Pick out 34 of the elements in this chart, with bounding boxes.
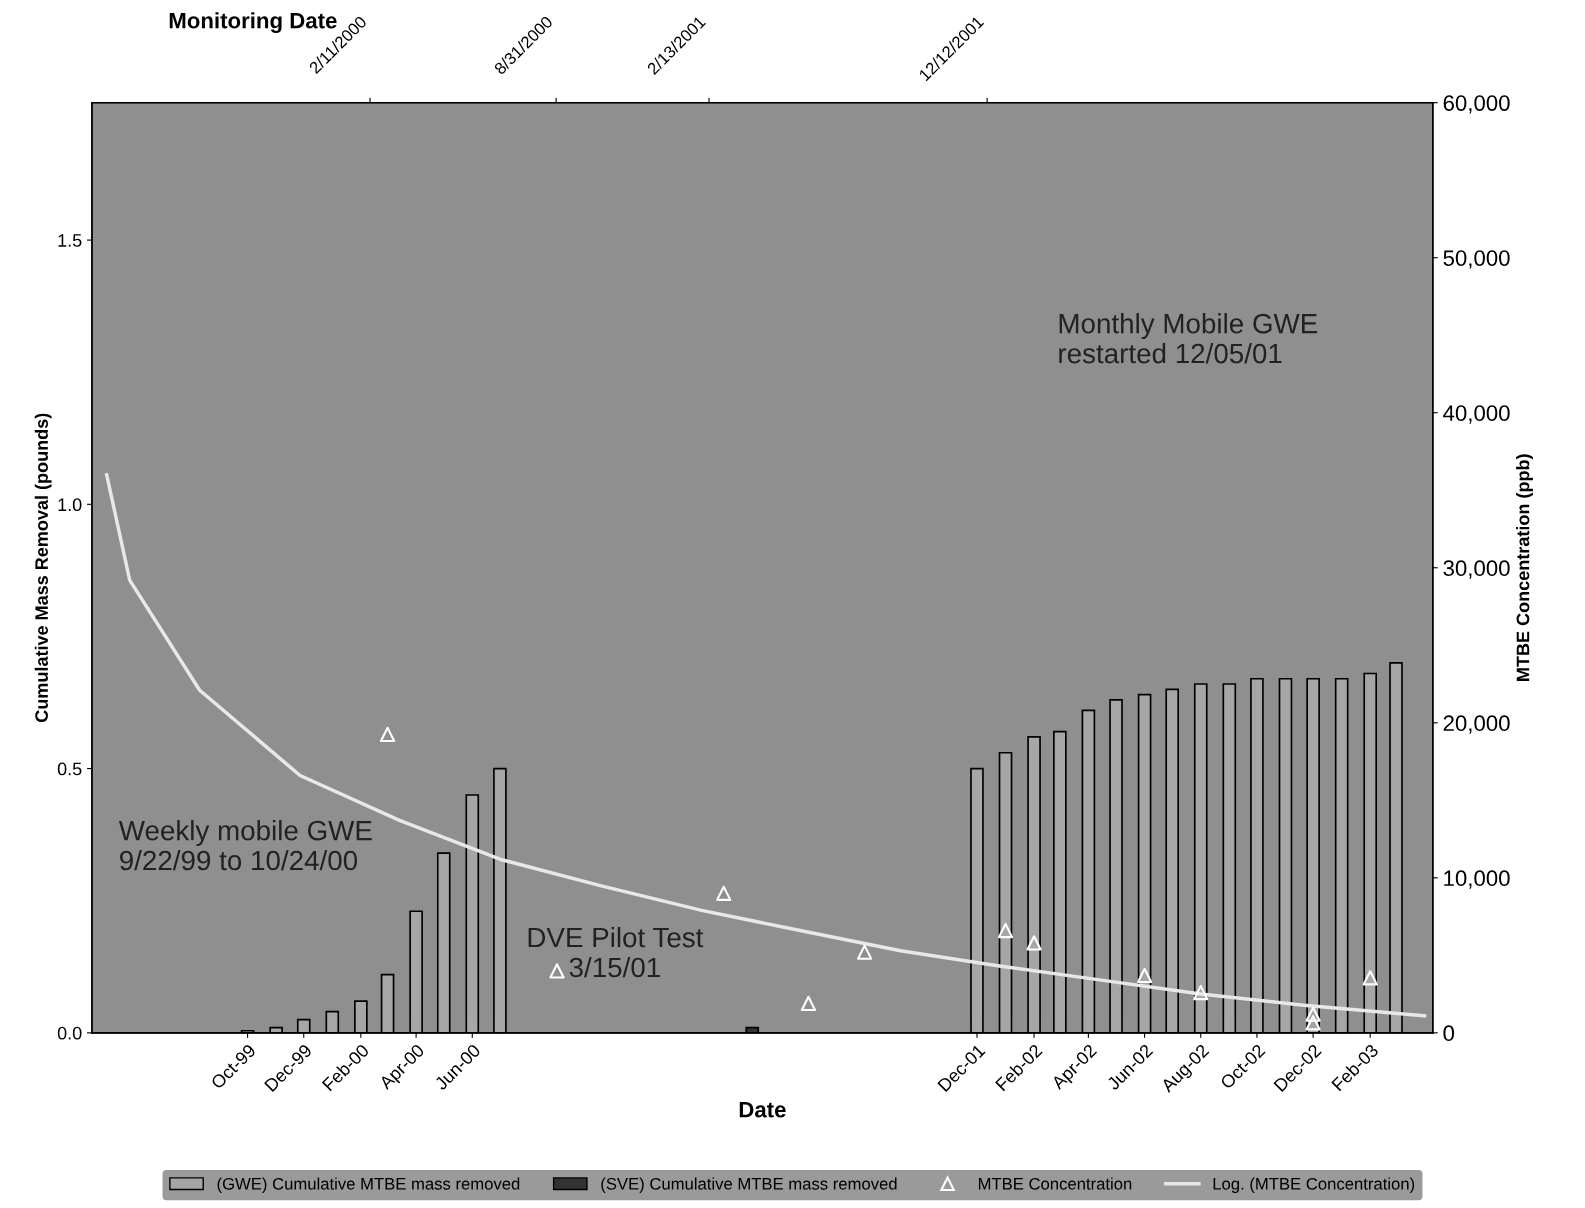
annotation: Weekly mobile GWE 9/22/99 to 10/24/00	[118, 820, 372, 871]
annotation: DVE Pilot Test 3/15/01	[528, 926, 704, 978]
point	[1362, 970, 1378, 986]
annotation: Monthly Mobile GWE restarted 12/05/01	[1059, 313, 1318, 364]
y2-tick-label: 30,000	[1443, 560, 1510, 579]
legend-label: (GWE) Cumulative MTBE mass removed	[217, 1177, 520, 1193]
y-tick-label: 1.5	[58, 234, 82, 247]
y2-tick-label: 50,000	[1443, 250, 1510, 269]
point	[800, 995, 817, 1012]
point	[856, 944, 873, 960]
y-tick-label: 0.0	[57, 1026, 82, 1040]
y-tick-label: 0.5	[57, 762, 82, 776]
y-axis-title: Cumulative Mass Removal (pounds)	[34, 413, 52, 723]
x-axis-title: Date	[739, 1102, 786, 1118]
y2-axis-title: MTBE Concentration (ppb)	[1516, 454, 1533, 681]
y-tick-label: 1.0	[58, 498, 82, 512]
y2-tick-label: 20,000	[1443, 715, 1510, 734]
y2-tick-label: 0	[1443, 1025, 1455, 1042]
point	[1026, 935, 1042, 951]
point	[1305, 1006, 1321, 1022]
point	[716, 885, 732, 901]
legend-label: Log. (MTBE Concentration)	[1213, 1177, 1415, 1193]
line-series	[104, 473, 1427, 1018]
point	[379, 726, 396, 743]
y2-tick-label: 40,000	[1443, 405, 1510, 424]
legend-label: (SVE) Cumulative MTBE mass removed	[601, 1177, 897, 1193]
y2-tick-label: 10,000	[1444, 870, 1510, 889]
point	[1136, 967, 1153, 984]
legend-label: MTBE Concentration	[978, 1177, 1132, 1190]
point	[549, 963, 565, 979]
point	[997, 922, 1014, 939]
y2-tick-label: 60,000	[1443, 95, 1510, 114]
point	[1305, 1015, 1321, 1031]
point	[1193, 984, 1209, 1001]
